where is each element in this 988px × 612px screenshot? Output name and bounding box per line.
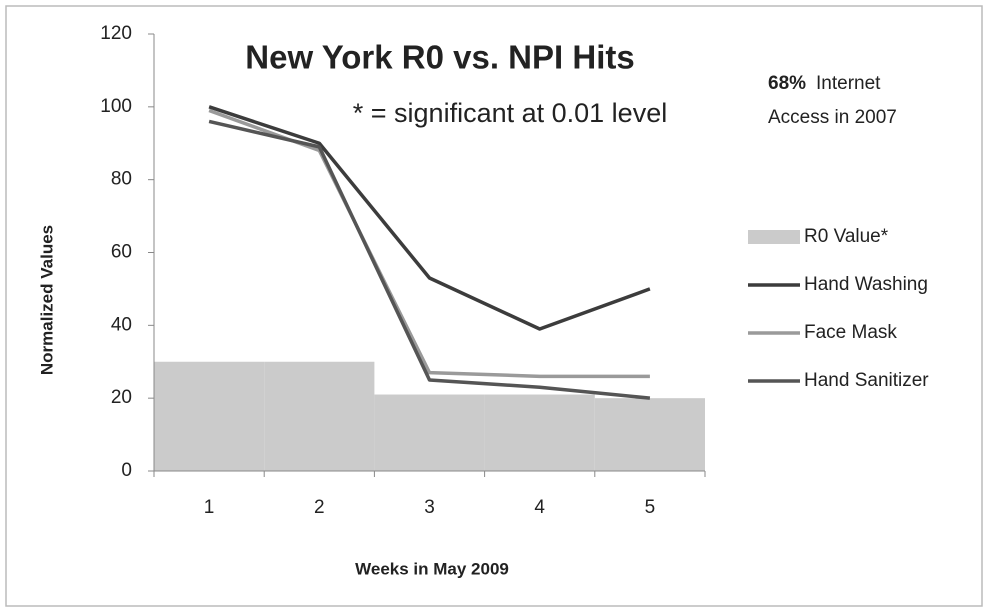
x-tick-label: 5	[645, 497, 656, 518]
y-tick-label: 20	[111, 387, 132, 408]
chart-subtitle: * = significant at 0.01 level	[353, 98, 667, 128]
x-axis-label: Weeks in May 2009	[355, 559, 509, 578]
bar	[374, 394, 485, 471]
y-tick-label: 100	[100, 96, 132, 117]
x-tick-label: 4	[534, 497, 545, 518]
y-tick-label: 120	[100, 23, 132, 44]
legend-label: Hand Sanitizer	[804, 370, 929, 391]
y-tick-label: 0	[121, 460, 132, 481]
legend-label: Hand Washing	[804, 274, 928, 295]
legend-swatch	[748, 230, 800, 244]
y-tick-label: 40	[111, 314, 132, 335]
bar	[594, 398, 705, 471]
bar	[264, 361, 375, 471]
y-tick-label: 80	[111, 169, 132, 190]
line-series	[208, 119, 651, 400]
bar	[484, 394, 595, 471]
legend-label: Face Mask	[804, 322, 897, 343]
annotation: Access in 2007	[768, 107, 897, 128]
x-tick-label: 1	[204, 497, 215, 518]
annotation: Internet	[816, 73, 881, 94]
x-tick-label: 2	[314, 497, 325, 518]
chart-title: New York R0 vs. NPI Hits	[245, 39, 634, 76]
bar	[154, 361, 265, 471]
y-axis-label: Normalized Values	[37, 225, 56, 375]
y-tick-label: 60	[111, 242, 132, 263]
annotation-bold: 68%	[768, 73, 806, 94]
legend-label: R0 Value*	[804, 226, 889, 247]
x-tick-label: 3	[424, 497, 435, 518]
line-series	[208, 105, 651, 331]
